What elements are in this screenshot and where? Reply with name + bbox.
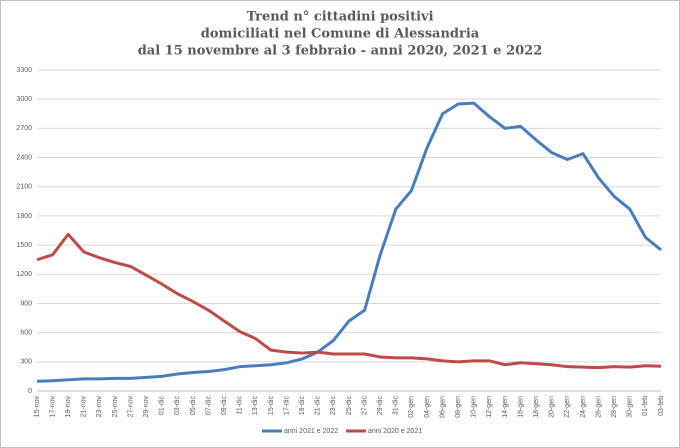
x-tick-label: 25-nov	[112, 396, 119, 418]
x-tick-label: 10-gen	[471, 396, 478, 418]
x-tick-label: 07-dic	[205, 396, 212, 416]
y-tick-label: 1200	[16, 271, 32, 278]
x-tick-label: 03-dic	[174, 396, 181, 416]
x-tick-label: 05-dic	[190, 396, 197, 416]
x-tick-label: 11-dic	[237, 396, 244, 415]
x-tick-label: 20-gen	[549, 396, 556, 418]
y-tick-label: 600	[20, 329, 32, 336]
x-tick-label: 14-gen	[502, 396, 509, 418]
x-tick-label: 06-gen	[439, 396, 446, 418]
x-tick-label: 15-nov	[34, 396, 41, 418]
y-tick-label: 1500	[16, 242, 32, 249]
x-tick-label: 25-dic	[346, 396, 353, 416]
x-tick-label: 19-dic	[299, 396, 306, 416]
y-tick-label: 3300	[16, 67, 32, 74]
x-tick-label: 18-gen	[533, 396, 540, 418]
x-tick-label: 13-dic	[252, 396, 259, 416]
series-line	[36, 101, 662, 383]
x-tick-label: 29-nov	[143, 396, 150, 418]
x-tick-label: 12-gen	[486, 396, 493, 418]
x-tick-label: 08-gen	[455, 396, 462, 418]
y-tick-label: 2100	[16, 184, 32, 191]
x-tick-label: 17-nov	[49, 396, 56, 418]
y-tick-label: 2400	[16, 154, 32, 161]
x-tick-label: 24-gen	[580, 396, 587, 418]
x-tick-label: 02-gen	[408, 396, 415, 418]
x-tick-label: 01-feb	[642, 396, 649, 416]
x-tick-label: 27-nov	[127, 396, 134, 418]
x-tick-label: 30-gen	[627, 396, 634, 418]
x-tick-label: 09-dic	[221, 396, 228, 416]
legend-label: anni 2020 e 2021	[368, 428, 422, 435]
chart-title: domiciliati nel Comune di Alessandria	[201, 27, 480, 42]
x-tick-label: 15-dic	[268, 396, 275, 416]
chart-title: dal 15 novembre al 3 febbraio - anni 202…	[138, 44, 543, 59]
x-tick-label: 21-nov	[81, 396, 88, 418]
series-line	[36, 232, 662, 370]
y-tick-label: 900	[20, 300, 32, 307]
x-tick-label: 27-dic	[361, 396, 368, 416]
x-tick-label: 19-nov	[65, 396, 72, 418]
y-tick-label: 300	[20, 359, 32, 366]
x-tick-label: 28-gen	[611, 396, 618, 418]
y-tick-label: 1800	[16, 213, 32, 220]
y-tick-label: 2700	[16, 125, 32, 132]
legend-label: anni 2021 e 2022	[284, 428, 338, 435]
x-tick-label: 29-dic	[377, 396, 384, 416]
x-tick-label: 31-dic	[393, 396, 400, 416]
x-tick-label: 26-gen	[595, 396, 602, 418]
chart-title: Trend n° cittadini positivi	[246, 10, 433, 25]
y-tick-label: 3000	[16, 96, 32, 103]
x-tick-label: 23-dic	[330, 396, 337, 416]
y-tick-label: 0	[28, 388, 32, 395]
x-tick-label: 03-feb	[658, 396, 665, 416]
x-tick-label: 21-dic	[315, 396, 322, 416]
x-tick-label: 16-gen	[517, 396, 524, 418]
x-tick-label: 22-gen	[564, 396, 571, 418]
x-tick-label: 04-gen	[424, 396, 431, 418]
x-tick-label: 17-dic	[283, 396, 290, 416]
x-tick-label: 01-dic	[159, 396, 166, 416]
x-tick-label: 23-nov	[96, 396, 103, 418]
